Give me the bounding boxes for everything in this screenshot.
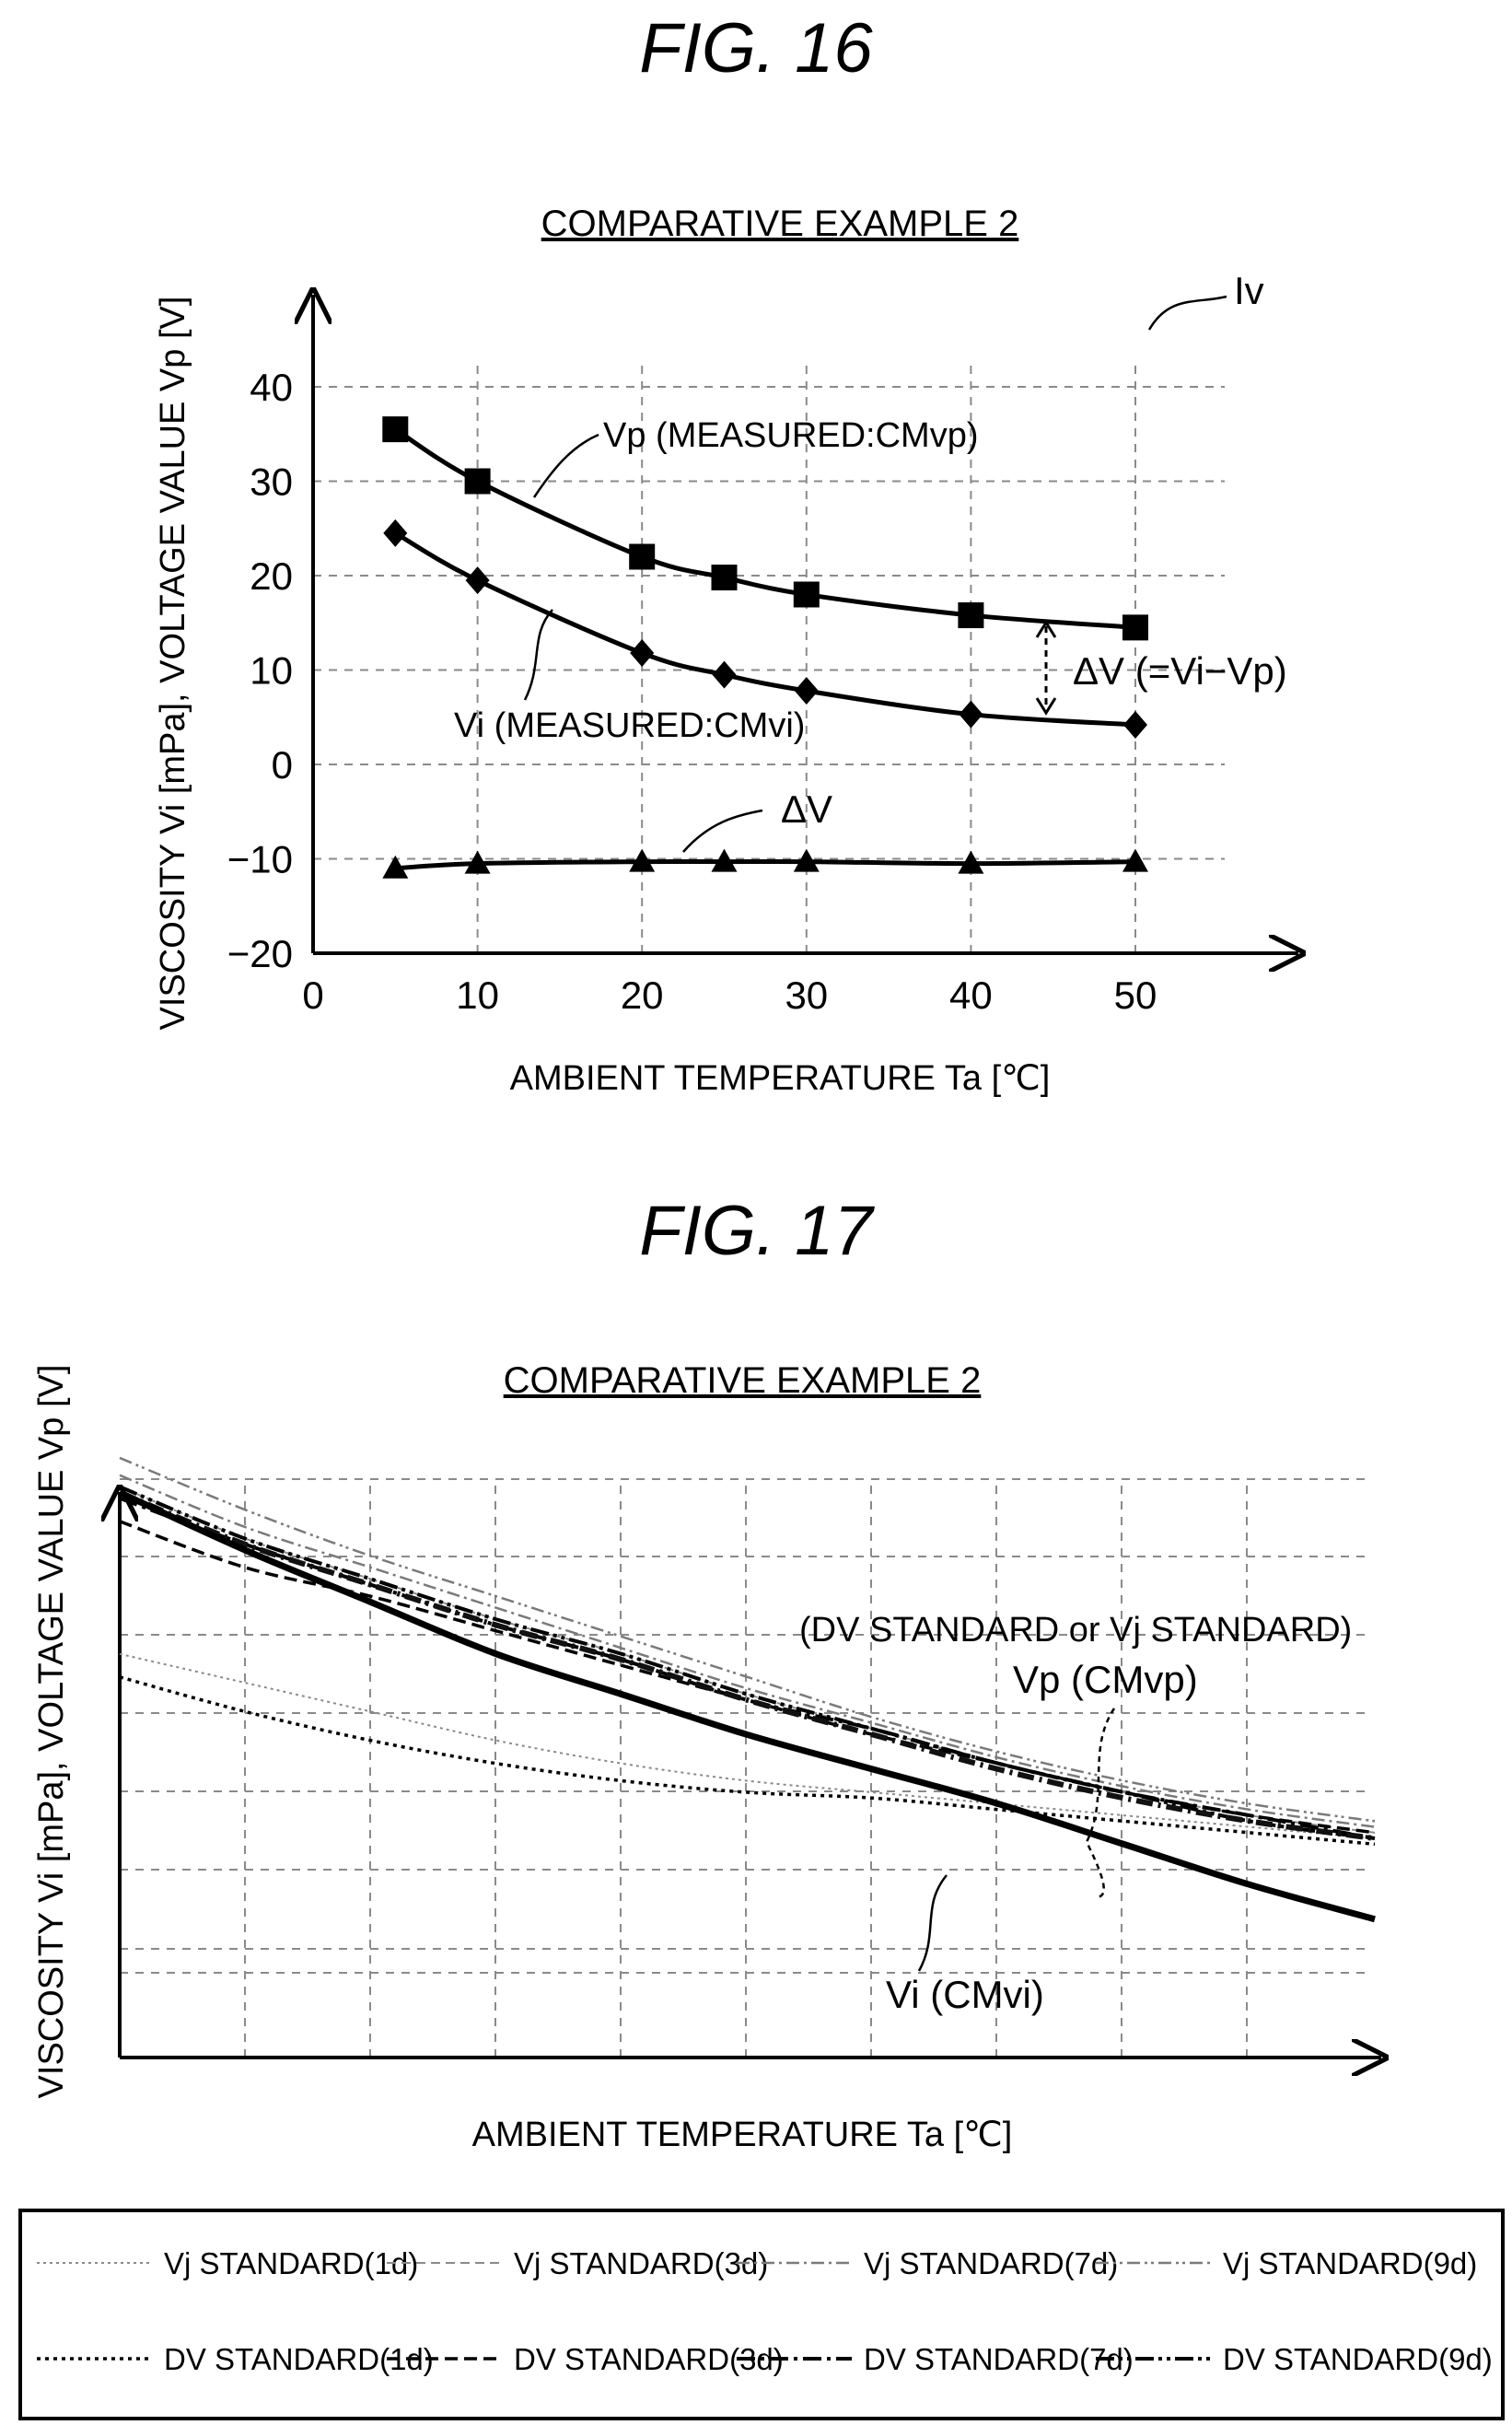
fig16-diamond-marker [630, 639, 655, 668]
legend: Vj STANDARD(1d) Vj STANDARD(3d) Vj STANDAR… [37, 2246, 1493, 2376]
fig17-axes [120, 1492, 1381, 2058]
fig16-x-tick-labels: 0 10 20 30 40 50 [302, 973, 1157, 1017]
legend-label-dv9: DV STANDARD(9d) [1223, 2342, 1493, 2376]
fig16-diamond-marker [712, 660, 737, 689]
fig16-square-marker [711, 565, 738, 591]
fig16-x-tick-label: 10 [456, 973, 499, 1017]
fig16-diamond-marker [959, 700, 983, 729]
fig16-vp-annotation: Vp (MEASURED:CMvp) [603, 416, 979, 455]
fig17-series-vj1 [119, 1652, 1376, 1840]
fig16-dv-bracket-arrow [1035, 620, 1057, 716]
fig16-x-tick-label: 20 [621, 973, 664, 1017]
fig16-series-line-2 [395, 858, 1136, 871]
fig16-vi-annotation: Vi (MEASURED:CMvi) [454, 706, 805, 745]
legend-box [18, 2209, 1505, 2420]
fig16-y-tick-label: 10 [250, 649, 293, 693]
fig16-diamond-marker [794, 677, 819, 705]
fig16-y-tick-label: −10 [227, 838, 293, 881]
fig16-triangle-marker [958, 850, 984, 874]
fig17-series-vp [118, 1489, 1376, 1842]
legend-label-vj9: Vj STANDARD(9d) [1223, 2246, 1477, 2280]
fig16-y-tick-labels: 40 30 20 10 0 −10 −20 [227, 366, 293, 975]
fig16-vp-leader [532, 433, 599, 498]
fig17-series-dv1 [119, 1675, 1376, 1847]
fig16-dv-leader [682, 809, 763, 853]
fig16-y-tick-label: 40 [250, 366, 293, 409]
fig16-x-tick-label: 40 [949, 973, 993, 1017]
legend-label-dv7: DV STANDARD(7d) [864, 2342, 1134, 2376]
fig16-x-tick-label: 30 [785, 973, 828, 1017]
fig16-vi-leader [523, 609, 553, 701]
fig16-square-marker [793, 581, 820, 608]
fig17-x-axis-label: AMBIENT TEMPERATURE Ta [℃] [472, 2116, 1013, 2154]
fig17-series-vi [118, 1489, 1376, 1923]
fig16-triangle-marker [793, 848, 820, 872]
fig17-title: FIG. 17 [639, 1192, 875, 1270]
fig16-triangle-marker [382, 855, 409, 879]
fig16-x-axis-label: AMBIENT TEMPERATURE Ta [℃] [510, 1059, 1051, 1098]
fig17-vi-annotation: Vi (CMvi) [886, 1973, 1044, 2016]
fig16-diamond-marker [1123, 710, 1147, 739]
fig17-vi-leader [917, 1874, 948, 1972]
fig17-standard-annotation: (DV STANDARD or Vj STANDARD) [799, 1611, 1352, 1650]
fig16-series-line-1 [394, 530, 1136, 728]
fig16-square-marker [382, 416, 409, 443]
fig16-triangle-marker [711, 848, 738, 872]
fig16-ref-label: Iv [1234, 269, 1264, 312]
fig16-square-marker [1122, 614, 1148, 641]
fig17-y-axis-label: VISCOSITY Vi [mPa], VOLTAGE VALUE Vp [V] [32, 1365, 71, 2099]
fig16-series [382, 416, 1148, 879]
fig17-series-vj9 [119, 1456, 1376, 1823]
fig16-series-line-0 [393, 427, 1136, 630]
fig16-x-tick-label: 50 [1114, 973, 1157, 1017]
fig16-x-tick-label: 0 [302, 973, 323, 1017]
fig17-vp-annotation: Vp (CMvp) [1013, 1658, 1198, 1701]
fig16-dv-annotation: ΔV [781, 787, 832, 831]
fig16-y-axis-label: VISCOSITY Vi [mPa], VOLTAGE VALUE Vp [V] [154, 297, 192, 1031]
fig16-square-marker [464, 468, 491, 495]
fig16-subtitle: COMPARATIVE EXAMPLE 2 [541, 204, 1019, 244]
fig16-axes [313, 295, 1298, 953]
fig16-y-tick-label: −20 [227, 932, 293, 975]
fig17-subtitle: COMPARATIVE EXAMPLE 2 [504, 1360, 982, 1401]
fig16-y-tick-label: 20 [250, 554, 293, 598]
fig16-ref-leader [1147, 295, 1227, 331]
fig16-triangle-marker [1122, 848, 1148, 872]
fig16-y-tick-label: 30 [250, 461, 293, 504]
fig16-title: FIG. 16 [639, 9, 873, 87]
fig16-diamond-marker [383, 519, 408, 547]
fig17-series [118, 1456, 1376, 1923]
fig16-triangle-marker [629, 848, 656, 872]
fig16-square-marker [958, 602, 984, 629]
fig17-series-vj7 [119, 1474, 1376, 1828]
fig16-diamond-marker [465, 566, 490, 595]
legend-label-vj7: Vj STANDARD(7d) [864, 2246, 1118, 2280]
fig16-dv-bracket-annotation: ΔV (=Vi−Vp) [1073, 649, 1287, 693]
legend-label-vj1: Vj STANDARD(1d) [164, 2246, 418, 2280]
fig16-triangle-marker [464, 850, 491, 874]
legend-label-vj3: Vj STANDARD(3d) [514, 2246, 768, 2280]
fig16-square-marker [629, 543, 656, 570]
fig17-vp-leader [1085, 1708, 1116, 1899]
fig16-y-tick-label: 0 [272, 743, 293, 787]
